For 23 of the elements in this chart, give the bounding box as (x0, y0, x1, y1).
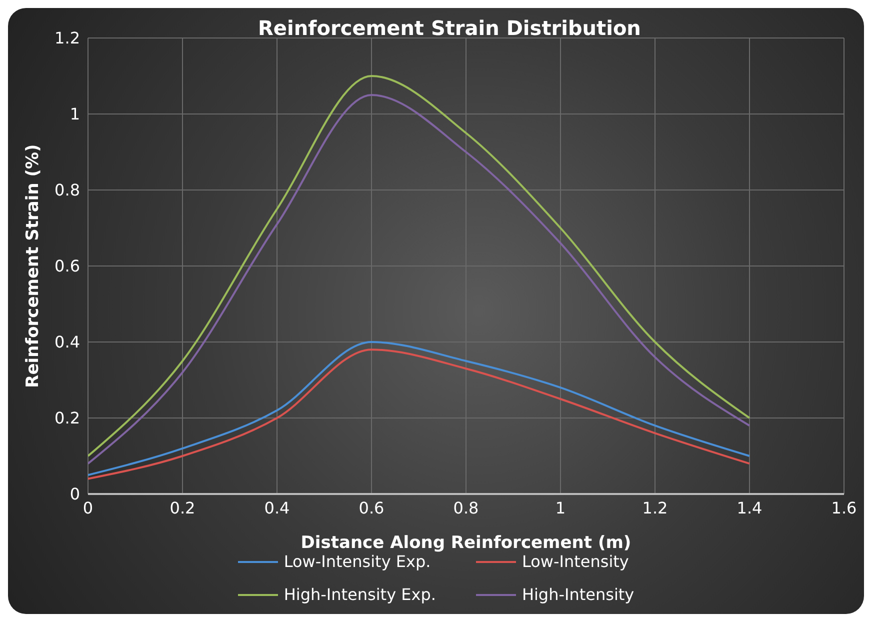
y-tick-label: 0.6 (54, 256, 80, 276)
x-tick-label: 0.4 (264, 498, 290, 518)
y-tick-label: 0.8 (54, 180, 80, 200)
legend-label: High-Intensity Exp. (284, 585, 436, 604)
y-tick-label: 1 (70, 104, 80, 124)
legend-label: Low-Intensity (522, 552, 629, 571)
legend-label: High-Intensity (522, 585, 634, 604)
x-tick-label: 1.6 (831, 498, 857, 518)
x-axis-title: Distance Along Reinforcement (m) (300, 533, 632, 553)
y-tick-label: 0 (70, 484, 80, 504)
x-tick-label: 1.2 (642, 498, 668, 518)
x-tick-label: 1.4 (736, 498, 762, 518)
chart-title: Reinforcement Strain Distribution (258, 16, 641, 40)
x-tick-label: 0.8 (453, 498, 479, 518)
y-tick-label: 0.2 (54, 408, 80, 428)
x-tick-label: 1 (555, 498, 566, 518)
legend-label: Low-Intensity Exp. (284, 552, 431, 571)
y-tick-label: 1.2 (54, 28, 80, 48)
y-axis-title: Reinforcement Strain (%) (23, 144, 44, 388)
y-tick-label: 0.4 (54, 332, 80, 352)
x-tick-label: 0.6 (358, 498, 384, 518)
x-tick-label: 0 (82, 498, 94, 518)
x-tick-label: 0.2 (170, 498, 196, 518)
